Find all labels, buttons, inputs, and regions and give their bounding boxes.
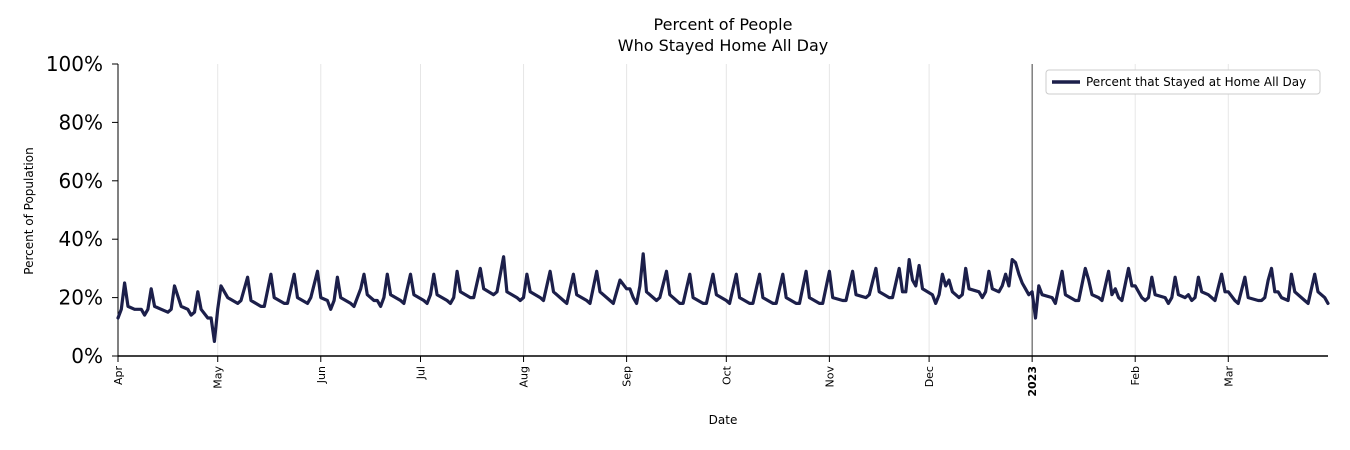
x-tick-label: Aug — [518, 366, 531, 387]
chart-title-line-2: Who Stayed Home All Day — [618, 36, 828, 55]
x-axis: Apr May Jun Jul Aug Sep Oct Nov Dec 2023 Feb Mar — [112, 355, 1328, 397]
y-tick-label: 0% — [71, 344, 103, 368]
vertical-gridlines — [117, 64, 1229, 356]
x-tick-label: Mar — [1222, 366, 1235, 387]
x-tick-label: May — [212, 366, 225, 389]
x-tick-label: Oct — [720, 365, 733, 385]
series-line — [116, 252, 1330, 343]
y-axis: 0% 20% 40% 60% 80% 100% — [46, 52, 119, 368]
legend: Percent that Stayed at Home All Day — [1045, 69, 1321, 95]
y-tick-label: 40% — [59, 227, 103, 251]
x-tick-label: Dec — [923, 366, 936, 387]
chart-title-line-1: Percent of People — [654, 15, 793, 34]
x-tick-label: Nov — [823, 366, 836, 388]
chart-title: Percent of People Who Stayed Home All Da… — [618, 15, 828, 55]
y-axis-label: Percent of Population — [22, 147, 36, 274]
x-tick-label: Sep — [621, 366, 634, 387]
x-tick-label: Apr — [112, 366, 125, 386]
legend-label: Percent that Stayed at Home All Day — [1086, 75, 1306, 89]
x-tick-label: Jun — [315, 366, 328, 384]
y-tick-label: 20% — [59, 286, 103, 310]
x-tick-label: Jul — [415, 366, 428, 380]
legend-box — [1045, 69, 1321, 95]
x-tick-label: 2023 — [1026, 366, 1039, 397]
y-tick-label: 60% — [59, 169, 103, 193]
series-layer — [116, 252, 1330, 343]
y-tick-label: 100% — [46, 52, 103, 76]
y-tick-label: 80% — [59, 110, 103, 134]
x-axis-label: Date — [709, 413, 738, 427]
x-tick-label: Feb — [1129, 366, 1142, 385]
